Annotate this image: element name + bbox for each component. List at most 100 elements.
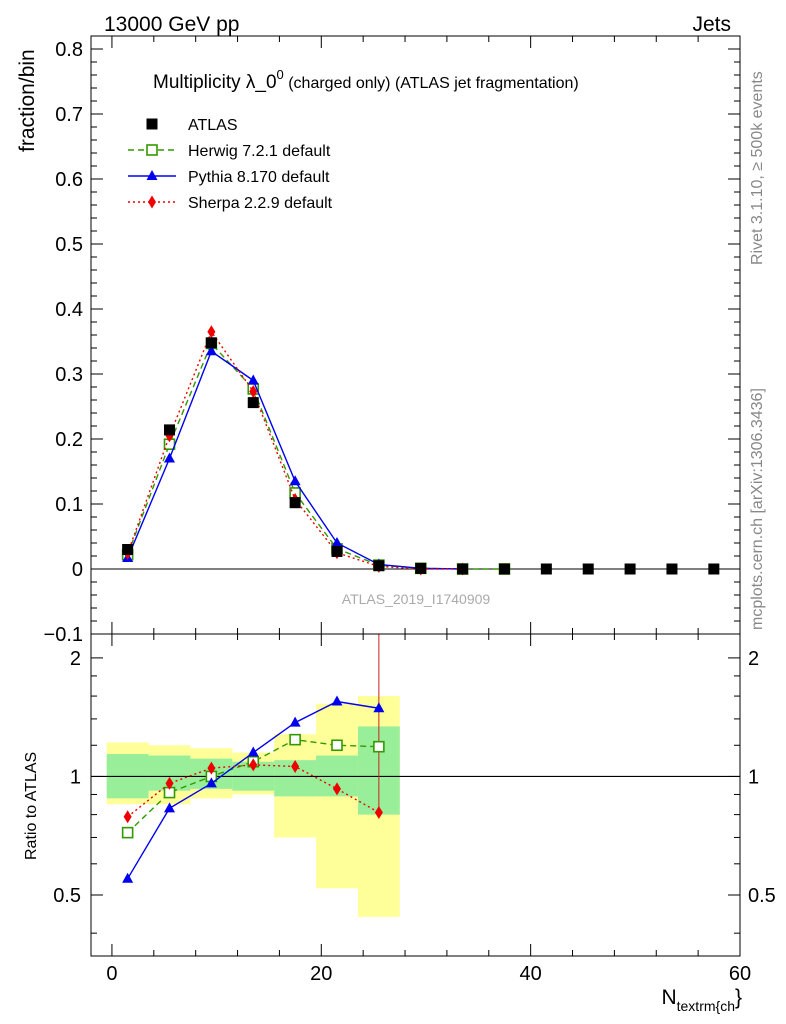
main-ylabel: fraction/bin	[16, 49, 39, 152]
legend-label: ATLAS	[188, 117, 238, 134]
ratio-y-tick-label: 0.5	[53, 885, 81, 907]
main-ticks: −0.1 0 0.1 0.2 0.3 0.4 0.5 0.6 0.7 0.8	[44, 36, 741, 646]
data-point	[666, 563, 678, 575]
main-series-layer	[121, 325, 720, 576]
ratio-point	[123, 810, 132, 824]
x-tick-label: 40	[520, 963, 542, 985]
legend-entry: Herwig 7.2.1 default	[128, 143, 331, 160]
x-axis-label-sub: textrm{ch	[677, 998, 735, 1014]
side-label-top: Rivet 3.1.10, ≥ 500k events	[749, 71, 766, 265]
series-line	[126, 350, 463, 570]
data-point	[205, 337, 217, 349]
x-tick-label: 0	[106, 963, 117, 985]
data-point	[205, 345, 217, 356]
y-tick-label: 0.2	[55, 429, 83, 451]
ratio-point	[331, 695, 343, 706]
ratio-panel: 0.5 0.51 12 20 20 40 60	[53, 633, 776, 985]
data-point	[331, 537, 343, 547]
data-point	[624, 563, 636, 575]
side-label-bottom: mcplots.cern.ch [arXiv:1306.3436]	[749, 388, 766, 630]
data-point	[498, 563, 510, 575]
data-point	[207, 325, 216, 339]
ratio-point	[207, 761, 216, 775]
ratio-y-tick-label: 2	[70, 648, 81, 670]
legend-label: Pythia 8.170 default	[188, 169, 330, 186]
data-point	[164, 452, 176, 463]
series-atlas	[122, 337, 720, 575]
data-point	[540, 563, 552, 575]
data-point	[582, 563, 594, 575]
ratio-point	[332, 782, 341, 796]
legend-entry: Sherpa 2.2.9 default	[128, 195, 333, 212]
legend-entry: Pythia 8.170 default	[128, 169, 330, 186]
ratio-point	[373, 702, 385, 713]
ratio-y-tick-label-right: 1	[748, 766, 759, 788]
data-point	[289, 475, 301, 486]
ratio-bands	[91, 696, 740, 917]
y-tick-label: 0.7	[55, 104, 83, 126]
ratio-point	[164, 802, 176, 813]
ratio-point	[289, 716, 301, 727]
data-point	[457, 563, 469, 575]
data-point	[247, 374, 259, 385]
data-point	[164, 424, 176, 436]
legend-marker	[148, 195, 156, 209]
ratio-ylabel: Ratio to ATLAS	[23, 752, 40, 860]
ratio-series-layer	[121, 633, 385, 883]
data-point	[415, 562, 427, 574]
series-herwig-7-2-1-default	[121, 337, 511, 575]
legend-entry: ATLAS	[146, 117, 238, 134]
ratio-point	[249, 758, 258, 772]
title-superscript: 0	[277, 67, 284, 82]
ratio-point	[165, 776, 174, 790]
y-tick-label: 0.8	[55, 39, 83, 61]
x-axis-label: Ntextrm{ch}	[661, 986, 742, 1014]
y-tick-label: 0	[72, 559, 83, 581]
ratio-ticks: 0.5 0.51 12 20 20 40 60	[53, 634, 776, 985]
ratio-y-tick-label: 1	[70, 766, 81, 788]
ratio-point	[205, 777, 217, 788]
ratio-point	[122, 872, 134, 883]
ratio-point	[331, 739, 343, 752]
x-axis-label-main: N	[661, 986, 676, 1009]
legend-label: Herwig 7.2.1 default	[188, 143, 331, 160]
data-point	[122, 544, 134, 555]
data-point	[331, 545, 343, 557]
ratio-point	[291, 759, 300, 773]
header-left: 13000 GeV pp	[104, 13, 239, 36]
series-line	[126, 342, 505, 570]
data-point	[708, 563, 720, 575]
data-point	[373, 560, 385, 572]
watermark: ATLAS_2019_I1740909	[342, 591, 491, 607]
data-point	[247, 397, 259, 409]
x-axis-label-tail: }	[735, 986, 742, 1009]
y-tick-label: 0.3	[55, 364, 83, 386]
x-tick-label: 60	[729, 963, 751, 985]
y-tick-label: 0.5	[55, 234, 83, 256]
title-main: Multiplicity λ_0	[153, 72, 277, 93]
series-line	[126, 330, 463, 570]
ratio-point	[247, 746, 259, 757]
series-sherpa-2-2-9-default	[123, 325, 467, 576]
header-right: Jets	[692, 13, 731, 36]
plot-title: Multiplicity λ_00 (charged only) (ATLAS …	[153, 67, 579, 93]
ratio-y-tick-label-right: 0.5	[748, 885, 776, 907]
legend-marker	[146, 144, 158, 156]
main-panel: −0.1 0 0.1 0.2 0.3 0.4 0.5 0.6 0.7 0.8	[44, 35, 741, 646]
ratio-point	[374, 805, 383, 819]
y-tick-label: 0.4	[55, 299, 83, 321]
ratio-point	[289, 733, 301, 746]
ratio-point	[121, 826, 134, 839]
series-pythia-8-170-default	[122, 345, 469, 573]
ratio-frame	[90, 633, 741, 957]
ratio-sherpa-2-2-9-default	[123, 758, 383, 824]
legend-marker	[146, 118, 158, 130]
y-tick-label: −0.1	[44, 624, 83, 646]
data-point	[289, 497, 301, 509]
ratio-point	[373, 740, 385, 753]
legend-label: Sherpa 2.2.9 default	[188, 195, 333, 212]
data-point	[249, 385, 258, 399]
ratio-y-tick-label-right: 2	[748, 648, 759, 670]
x-tick-label: 20	[310, 963, 332, 985]
